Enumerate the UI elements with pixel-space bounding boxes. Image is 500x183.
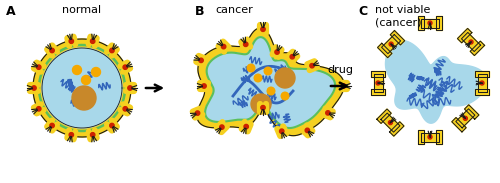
Text: cancer: cancer [215, 5, 253, 15]
Circle shape [72, 86, 96, 110]
Polygon shape [421, 18, 439, 27]
Circle shape [275, 68, 295, 88]
Polygon shape [421, 132, 439, 141]
Circle shape [305, 128, 310, 132]
Polygon shape [475, 71, 489, 77]
Polygon shape [462, 32, 480, 52]
Circle shape [389, 42, 393, 46]
Circle shape [110, 48, 114, 53]
Polygon shape [377, 109, 392, 124]
Circle shape [275, 50, 280, 54]
Circle shape [244, 42, 248, 46]
Circle shape [128, 86, 132, 90]
Text: drug: drug [327, 65, 353, 75]
Text: not viable
(cancer): not viable (cancer) [375, 5, 430, 27]
Polygon shape [205, 37, 335, 128]
Polygon shape [464, 105, 479, 119]
Polygon shape [386, 41, 487, 123]
Circle shape [261, 27, 265, 31]
Text: A: A [6, 5, 16, 18]
Circle shape [202, 84, 206, 88]
Circle shape [72, 66, 82, 74]
Polygon shape [418, 16, 424, 30]
Circle shape [92, 68, 100, 76]
Polygon shape [456, 109, 475, 128]
Polygon shape [382, 35, 400, 54]
Polygon shape [371, 89, 385, 95]
Polygon shape [436, 16, 442, 30]
Text: normal: normal [62, 5, 101, 15]
Polygon shape [390, 31, 404, 45]
Polygon shape [33, 39, 131, 137]
Text: C: C [358, 5, 367, 18]
Polygon shape [478, 74, 486, 92]
Circle shape [251, 94, 271, 114]
Circle shape [264, 67, 272, 75]
Circle shape [464, 116, 468, 120]
Polygon shape [418, 130, 424, 144]
Circle shape [123, 65, 128, 69]
Circle shape [277, 77, 285, 85]
Circle shape [244, 124, 248, 129]
Circle shape [123, 107, 128, 111]
Polygon shape [436, 130, 442, 144]
Polygon shape [475, 89, 489, 95]
Circle shape [428, 21, 432, 25]
Circle shape [90, 39, 95, 43]
Polygon shape [470, 41, 484, 56]
Circle shape [220, 125, 224, 129]
Circle shape [388, 121, 392, 125]
Circle shape [254, 74, 262, 82]
Circle shape [36, 107, 41, 111]
Circle shape [50, 48, 54, 53]
Circle shape [247, 64, 255, 72]
Circle shape [110, 123, 114, 128]
Circle shape [82, 76, 90, 85]
Circle shape [326, 111, 330, 115]
Circle shape [222, 44, 226, 49]
Text: B: B [195, 5, 204, 18]
Polygon shape [390, 122, 404, 136]
Polygon shape [374, 74, 382, 92]
Polygon shape [197, 28, 344, 136]
Circle shape [376, 81, 380, 85]
Circle shape [310, 64, 314, 68]
Polygon shape [381, 113, 400, 132]
Circle shape [281, 92, 289, 100]
Circle shape [90, 133, 95, 137]
Circle shape [50, 123, 54, 128]
Circle shape [261, 105, 265, 110]
Circle shape [428, 135, 432, 139]
Polygon shape [452, 117, 466, 132]
Circle shape [290, 55, 294, 59]
Circle shape [199, 58, 203, 63]
Circle shape [32, 86, 36, 90]
Circle shape [469, 40, 473, 44]
Polygon shape [42, 48, 122, 128]
Circle shape [267, 87, 275, 95]
Circle shape [69, 39, 73, 43]
Polygon shape [458, 28, 472, 43]
Circle shape [196, 111, 200, 115]
Circle shape [480, 81, 484, 85]
Polygon shape [378, 43, 392, 58]
Circle shape [342, 84, 346, 88]
Circle shape [36, 65, 41, 69]
Circle shape [280, 129, 284, 133]
Circle shape [69, 133, 73, 137]
Polygon shape [371, 71, 385, 77]
